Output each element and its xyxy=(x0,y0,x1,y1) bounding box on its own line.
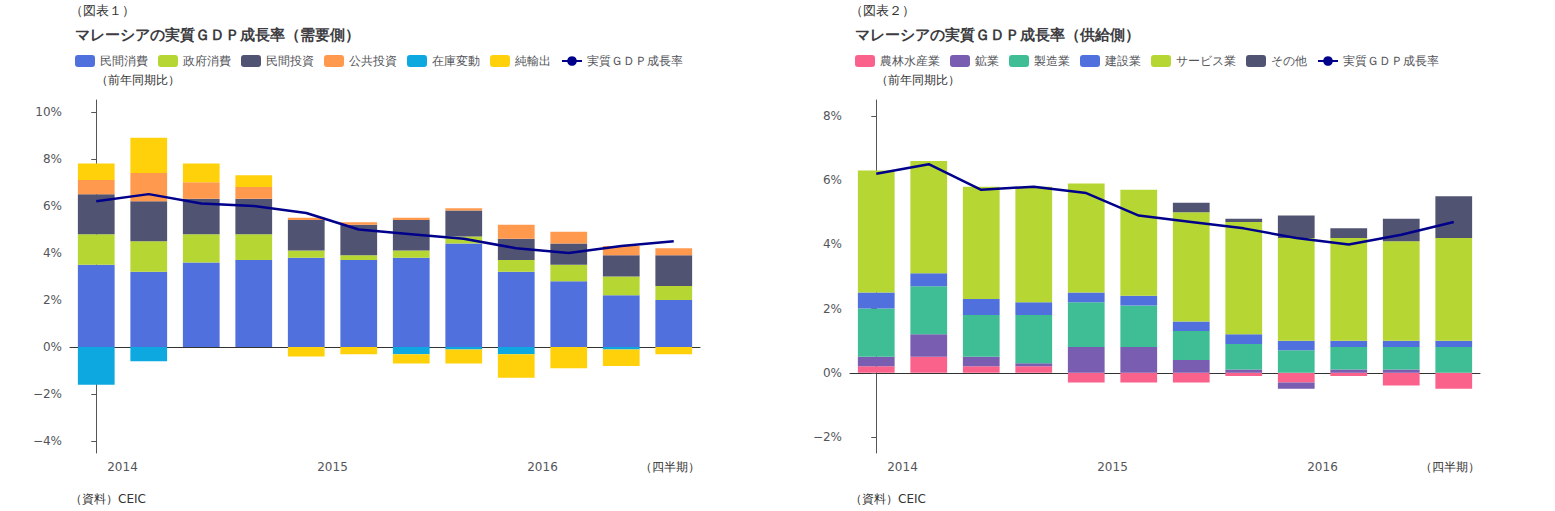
svg-text:2016: 2016 xyxy=(527,460,558,474)
svg-text:マレーシアの実質ＧＤＰ成長率（需要側）: マレーシアの実質ＧＤＰ成長率（需要側） xyxy=(75,26,360,44)
svg-text:2015: 2015 xyxy=(1097,460,1128,474)
svg-text:政府消費: 政府消費 xyxy=(183,54,231,68)
svg-text:（図表２）: （図表２） xyxy=(850,3,915,18)
svg-text:（前年同期比）: （前年同期比） xyxy=(96,73,180,87)
svg-text:農林水産業: 農林水産業 xyxy=(880,54,940,68)
svg-text:（図表１）: （図表１） xyxy=(70,3,135,18)
svg-text:8%: 8% xyxy=(823,109,842,123)
svg-text:（四半期）: （四半期） xyxy=(640,460,700,474)
svg-text:（前年同期比）: （前年同期比） xyxy=(876,73,960,87)
svg-text:実質ＧＤＰ成長率: 実質ＧＤＰ成長率 xyxy=(1343,54,1439,68)
svg-text:製造業: 製造業 xyxy=(1034,54,1070,68)
svg-text:−2%: −2% xyxy=(813,430,842,444)
svg-text:在庫変動: 在庫変動 xyxy=(432,54,480,68)
svg-text:2015: 2015 xyxy=(317,460,348,474)
svg-text:公共投資: 公共投資 xyxy=(349,54,397,68)
svg-text:6%: 6% xyxy=(43,199,62,213)
svg-text:2016: 2016 xyxy=(1307,460,1338,474)
svg-text:4%: 4% xyxy=(43,246,62,260)
svg-text:サービス業: サービス業 xyxy=(1176,54,1236,68)
svg-text:（資料）CEIC: （資料）CEIC xyxy=(70,492,146,506)
svg-text:10%: 10% xyxy=(35,105,62,119)
svg-text:民間投資: 民間投資 xyxy=(266,54,314,68)
svg-text:2%: 2% xyxy=(43,293,62,307)
svg-text:実質ＧＤＰ成長率: 実質ＧＤＰ成長率 xyxy=(587,54,683,68)
svg-text:8%: 8% xyxy=(43,152,62,166)
svg-text:4%: 4% xyxy=(823,237,842,251)
svg-text:その他: その他 xyxy=(1271,54,1307,68)
svg-text:（資料）CEIC: （資料）CEIC xyxy=(850,492,926,506)
svg-text:−2%: −2% xyxy=(33,387,62,401)
svg-text:マレーシアの実質ＧＤＰ成長率（供給側）: マレーシアの実質ＧＤＰ成長率（供給側） xyxy=(855,26,1140,44)
svg-text:（四半期）: （四半期） xyxy=(1420,460,1480,474)
svg-text:鉱業: 鉱業 xyxy=(975,54,999,68)
svg-text:0%: 0% xyxy=(43,340,62,354)
svg-text:2%: 2% xyxy=(823,302,842,316)
svg-text:0%: 0% xyxy=(823,366,842,380)
svg-text:2014: 2014 xyxy=(107,460,138,474)
svg-text:建設業: 建設業 xyxy=(1104,54,1141,68)
svg-text:2014: 2014 xyxy=(887,460,918,474)
svg-text:民間消費: 民間消費 xyxy=(100,54,148,68)
svg-text:純輸出: 純輸出 xyxy=(515,54,551,68)
svg-text:−4%: −4% xyxy=(33,434,62,448)
svg-text:6%: 6% xyxy=(823,173,842,187)
